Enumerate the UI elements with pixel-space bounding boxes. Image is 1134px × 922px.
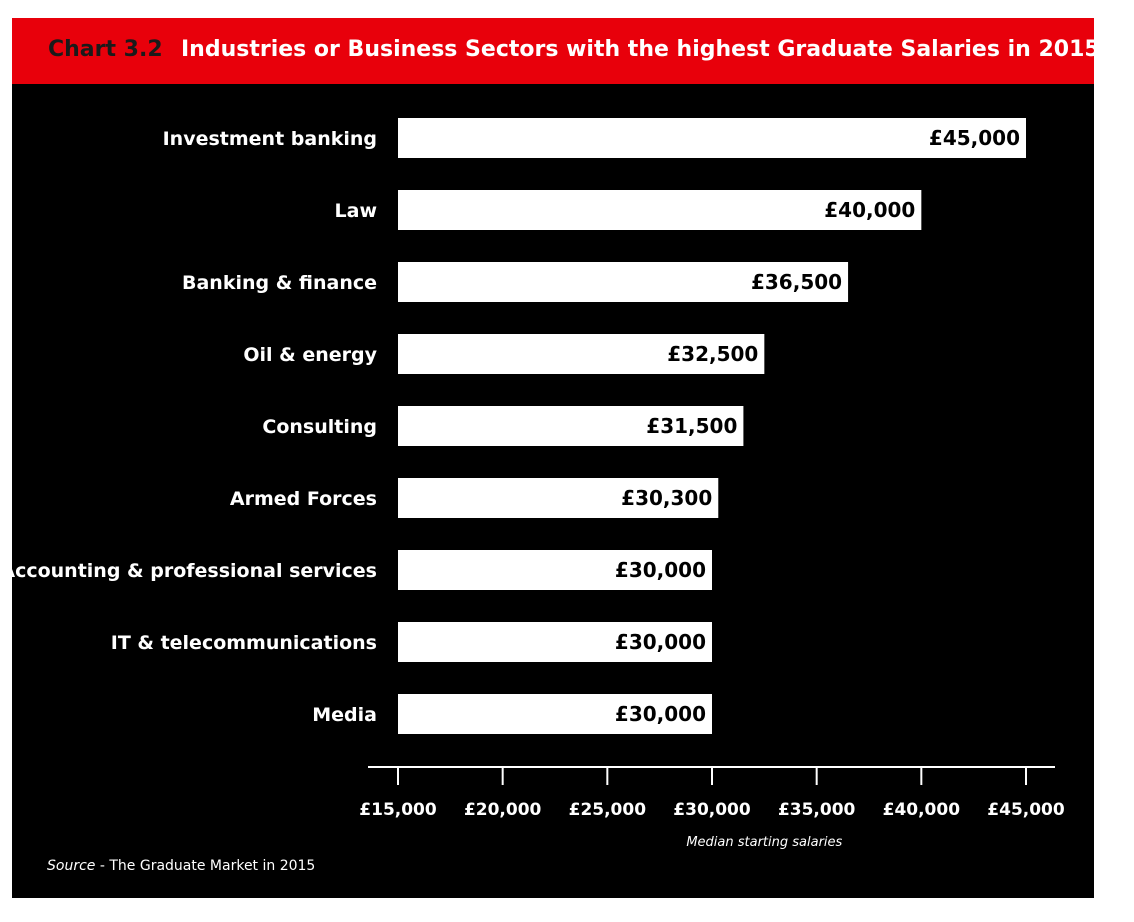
- chart-number: Chart 3.2: [48, 37, 163, 62]
- category-label-banking-finance: Banking & finance: [182, 272, 377, 294]
- category-label-media: Media: [312, 704, 377, 726]
- value-label-oil-energy: £32,500: [667, 342, 758, 366]
- x-tick-label-40000: £40,000: [883, 800, 961, 820]
- value-label-accounting-professional-services: £30,000: [615, 558, 706, 582]
- bar-it-telecommunications: [398, 622, 712, 662]
- bar-media: [398, 694, 712, 734]
- bar-investment-banking: [398, 118, 1026, 158]
- bar-consulting: [398, 406, 744, 446]
- source-note: Source - The Graduate Market in 2015: [47, 858, 315, 874]
- bars-layer: Investment banking £45,000 Law £40,000 Banki…: [12, 118, 1026, 734]
- x-tick-label-30000: £30,000: [673, 800, 751, 820]
- category-label-oil-energy: Oil & energy: [243, 344, 377, 366]
- bar-oil-energy: [398, 334, 765, 374]
- x-axis: £15,000 £20,000 £25,000 £30,000 £35,000 £40,0…: [359, 766, 1065, 850]
- source-separator: -: [95, 858, 110, 874]
- x-tick-label-15000: £15,000: [359, 800, 437, 820]
- value-label-media: £30,000: [615, 702, 706, 726]
- bar-law: [398, 190, 922, 230]
- category-label-consulting: Consulting: [262, 416, 377, 438]
- x-tick-label-20000: £20,000: [464, 800, 542, 820]
- value-label-consulting: £31,500: [646, 414, 737, 438]
- category-label-law: Law: [335, 200, 377, 222]
- x-tick-label-45000: £45,000: [987, 800, 1065, 820]
- x-tick-label-25000: £25,000: [569, 800, 647, 820]
- value-label-investment-banking: £45,000: [929, 126, 1020, 150]
- x-tick-label-35000: £35,000: [778, 800, 856, 820]
- value-label-armed-forces: £30,300: [621, 486, 712, 510]
- value-label-law: £40,000: [824, 198, 915, 222]
- category-label-accounting-professional-services: Accounting & professional services: [12, 560, 377, 582]
- chart-frame: Chart 3.2 Industries or Business Sectors…: [12, 18, 1100, 898]
- category-label-investment-banking: Investment banking: [163, 128, 377, 150]
- bar-armed-forces: [398, 478, 719, 518]
- title-bar: Chart 3.2 Industries or Business Sectors…: [12, 18, 1100, 84]
- category-label-it-telecommunications: IT & telecommunications: [111, 632, 377, 654]
- category-label-armed-forces: Armed Forces: [230, 488, 377, 510]
- bar-accounting-professional-services: [398, 550, 712, 590]
- x-axis-label: Median starting salaries: [686, 835, 842, 850]
- value-label-it-telecommunications: £30,000: [615, 630, 706, 654]
- source-text: The Graduate Market in 2015: [109, 858, 316, 874]
- chart-title: Industries or Business Sectors with the …: [181, 37, 1100, 62]
- bar-chart: Investment banking £45,000 Law £40,000 Banki…: [12, 118, 1065, 850]
- source-label: Source: [47, 858, 96, 874]
- bar-banking-finance: [398, 262, 849, 302]
- value-label-banking-finance: £36,500: [751, 270, 842, 294]
